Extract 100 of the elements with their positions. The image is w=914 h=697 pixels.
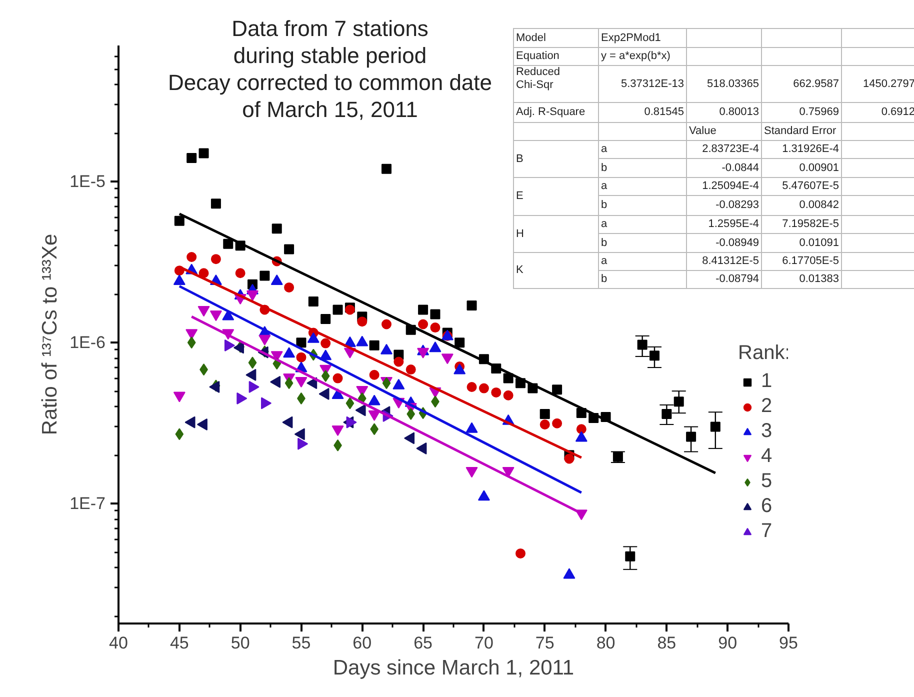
x-tick-label: 40 <box>109 634 128 652</box>
text: Model <box>516 32 546 44</box>
legend-label: 4 <box>761 445 774 468</box>
annotation: Adj. R-Square <box>514 102 598 122</box>
point <box>198 268 209 278</box>
point <box>357 316 368 327</box>
point <box>235 268 246 278</box>
point <box>209 380 220 393</box>
point <box>332 304 343 315</box>
point <box>187 336 196 349</box>
point <box>454 338 465 348</box>
text: 0.01383 <box>799 273 839 285</box>
annotation: a <box>598 216 686 234</box>
annotation: Reduced Chi-Sqr <box>514 66 598 102</box>
y-tick-label: 1E-5 <box>70 172 106 192</box>
annotation: 0.81545 <box>598 102 686 122</box>
annotation: a <box>598 140 686 158</box>
point <box>662 409 672 420</box>
point <box>246 290 258 301</box>
point <box>272 224 282 234</box>
point <box>686 432 696 442</box>
annotation: 6.17705E-5 <box>762 252 842 270</box>
legend-title: Rank: <box>738 342 789 365</box>
y-axis-title: Ratio of ¹³⁷Cs to ¹³³Xe <box>38 234 62 436</box>
x-tick-label: 60 <box>352 634 372 652</box>
point <box>466 300 477 310</box>
point <box>296 352 306 362</box>
point <box>674 396 684 407</box>
legend-label: 6 <box>761 495 774 518</box>
point <box>282 416 293 428</box>
point <box>491 387 502 398</box>
text: Data from 7 stations during stable period Decay corrected to common date of March 15, 2011 <box>166 15 494 123</box>
point <box>612 452 623 462</box>
x-tick-label: 55 <box>292 634 311 652</box>
text: 0.75969 <box>799 106 839 118</box>
x-tick-label: 75 <box>535 634 554 652</box>
point <box>503 373 514 384</box>
point <box>321 370 330 382</box>
text: 0.01091 <box>799 236 839 248</box>
text: 0.00842 <box>799 199 839 211</box>
annotation: b <box>598 270 686 288</box>
legend-label: 5 <box>761 470 774 493</box>
text: 662.9587 <box>793 78 839 90</box>
annotation: -0.08293 <box>686 196 762 216</box>
point <box>308 296 318 306</box>
point <box>332 373 343 384</box>
point <box>284 282 294 292</box>
annotation: -0.08794 <box>686 270 762 288</box>
point <box>246 368 256 381</box>
point <box>332 425 344 436</box>
point <box>394 356 404 367</box>
y-tick-label: 1E-7 <box>70 494 106 514</box>
annotation: E <box>514 178 598 216</box>
point <box>369 370 380 380</box>
point <box>174 216 184 226</box>
point <box>406 408 416 420</box>
point <box>382 164 392 174</box>
annotation: 2.83723E-4 <box>686 140 762 158</box>
point <box>346 397 354 410</box>
point <box>223 238 234 249</box>
point <box>184 416 196 428</box>
point <box>406 364 416 375</box>
x-tick-label: 70 <box>474 634 494 652</box>
point <box>284 377 294 390</box>
point <box>260 270 270 281</box>
x-tick-label: 65 <box>414 634 433 652</box>
point <box>318 388 330 400</box>
point <box>418 304 428 315</box>
point <box>270 376 281 388</box>
point <box>283 347 296 358</box>
legend-label: 3 <box>761 420 774 443</box>
legend-label: 1 <box>761 370 774 393</box>
annotation: -0.08949 <box>686 234 762 252</box>
point <box>175 428 184 440</box>
point <box>355 404 366 416</box>
point <box>478 383 489 394</box>
annotation: b <box>598 158 686 178</box>
annotation: 518.03365 <box>686 66 762 102</box>
point <box>540 409 550 420</box>
point <box>516 548 526 558</box>
point <box>210 254 221 264</box>
point <box>284 244 294 254</box>
annotation: 1.2595E-4 <box>686 216 762 234</box>
x-tick-label: 90 <box>718 634 738 652</box>
point <box>540 419 550 430</box>
point <box>430 309 440 320</box>
x-tick-label: 45 <box>170 634 189 652</box>
point <box>417 348 430 358</box>
point <box>418 319 428 330</box>
annotation: y = a*exp(b*x) <box>598 48 686 66</box>
point <box>186 252 197 262</box>
x-axis-title: Days since March 1, 2011 <box>332 656 574 680</box>
annotation: a <box>598 252 686 270</box>
x-tick-label: 80 <box>596 634 616 652</box>
point <box>210 198 221 209</box>
annotation: 1.31926E-4 <box>762 140 842 158</box>
annotation: B <box>514 140 598 178</box>
annotation: -0.0844 <box>686 158 762 178</box>
point <box>369 340 380 350</box>
point <box>576 424 586 434</box>
